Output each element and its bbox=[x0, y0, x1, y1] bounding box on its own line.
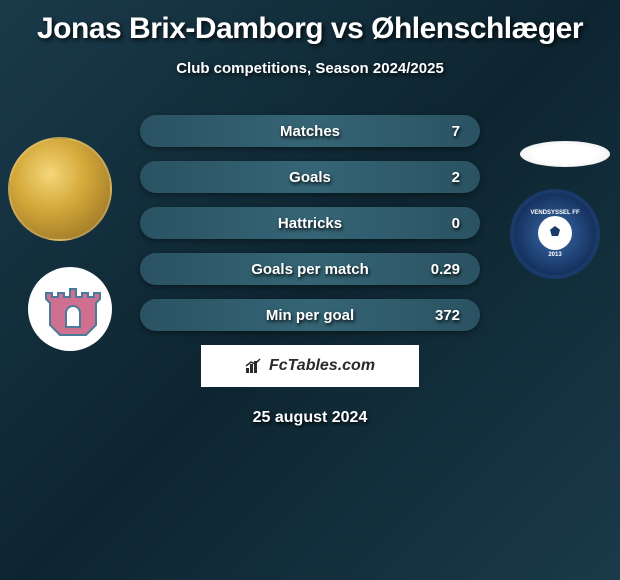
player2-avatar bbox=[520, 141, 610, 167]
player1-club-logo bbox=[28, 267, 112, 351]
date: 25 august 2024 bbox=[0, 409, 620, 427]
player1-avatar bbox=[8, 137, 112, 241]
stat-label: Hattricks bbox=[278, 215, 342, 232]
stat-row-matches: Matches 7 bbox=[140, 115, 480, 147]
stat-value: 2 bbox=[452, 169, 460, 186]
stat-label: Min per goal bbox=[266, 307, 354, 324]
stat-row-goals: Goals 2 bbox=[140, 161, 480, 193]
chart-icon bbox=[245, 358, 263, 374]
watermark: FcTables.com bbox=[201, 345, 419, 387]
stat-row-min-per-goal: Min per goal 372 bbox=[140, 299, 480, 331]
stat-row-goals-per-match: Goals per match 0.29 bbox=[140, 253, 480, 285]
stat-value: 7 bbox=[452, 123, 460, 140]
page-subtitle: Club competitions, Season 2024/2025 bbox=[0, 60, 620, 77]
stat-row-hattricks: Hattricks 0 bbox=[140, 207, 480, 239]
castle-icon bbox=[36, 275, 104, 343]
stat-value: 0.29 bbox=[431, 261, 460, 278]
club-logo-year: 2013 bbox=[548, 252, 561, 258]
stat-label: Goals bbox=[289, 169, 331, 186]
stat-value: 0 bbox=[452, 215, 460, 232]
player2-club-logo: VENDSYSSEL FF 2013 bbox=[510, 189, 600, 279]
stat-value: 372 bbox=[435, 307, 460, 324]
page-title: Jonas Brix-Damborg vs Øhlenschlæger bbox=[0, 0, 620, 46]
stats-section: VENDSYSSEL FF 2013 Matches 7 Goals 2 Hat… bbox=[0, 115, 620, 331]
stat-rows: Matches 7 Goals 2 Hattricks 0 Goals per … bbox=[140, 115, 480, 331]
soccer-ball-icon bbox=[538, 216, 572, 250]
stat-label: Goals per match bbox=[251, 261, 369, 278]
watermark-text: FcTables.com bbox=[269, 357, 375, 375]
stat-label: Matches bbox=[280, 123, 340, 140]
